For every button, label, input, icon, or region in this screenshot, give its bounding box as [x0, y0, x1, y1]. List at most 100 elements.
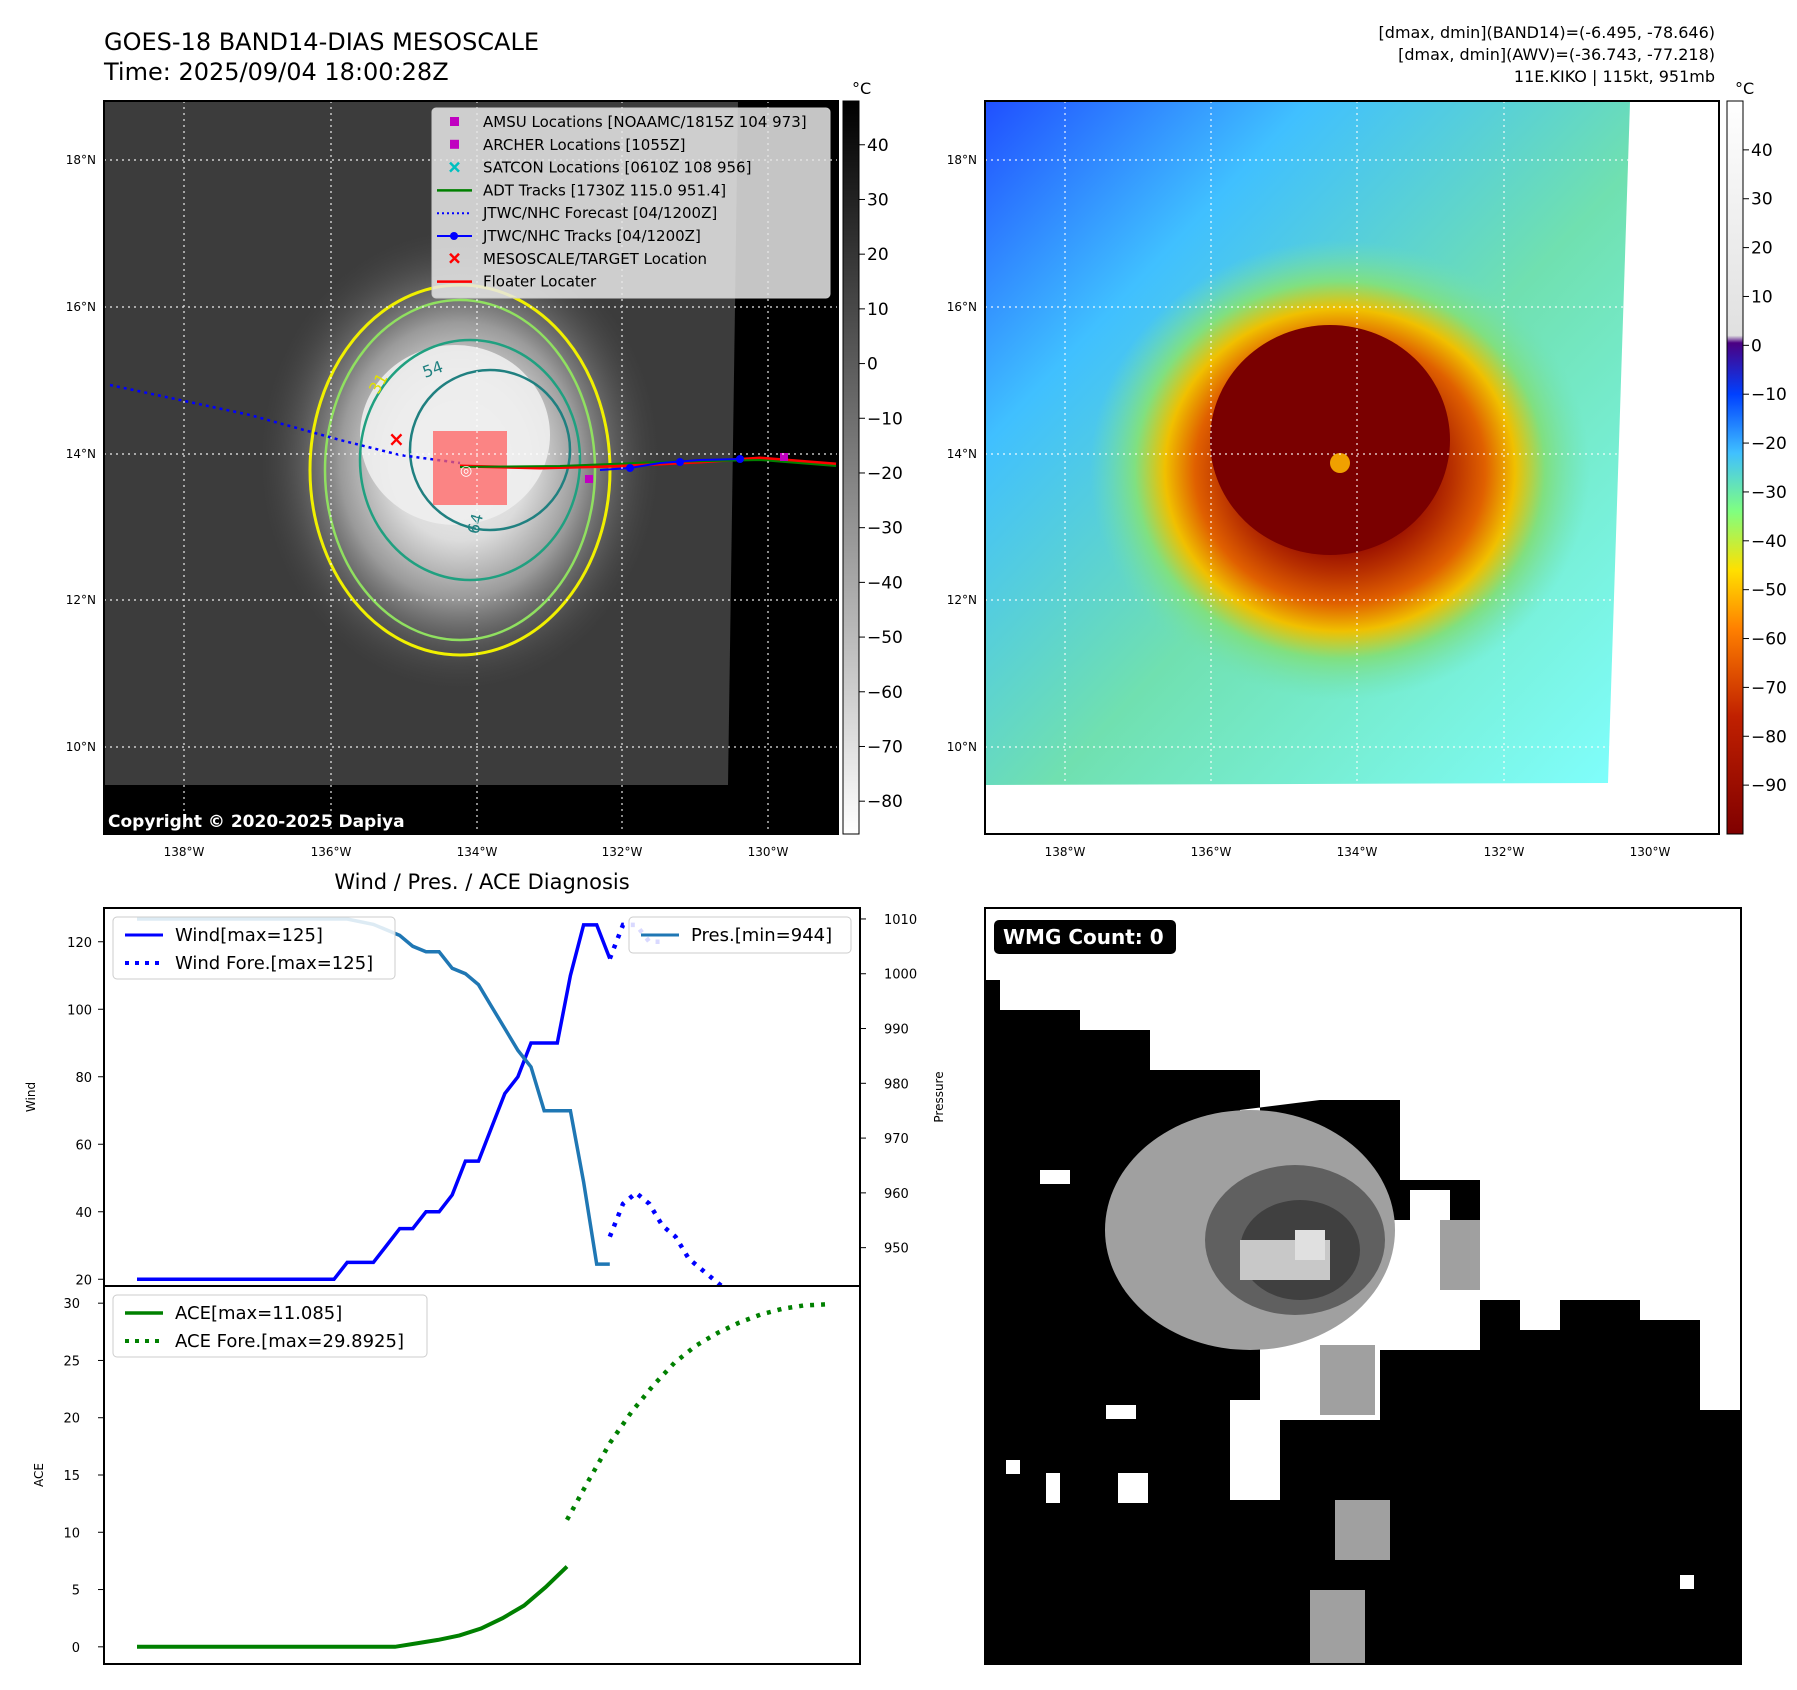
map-legend-item: MESOSCALE/TARGET Location [449, 250, 707, 268]
lon-tick-label: 134°W [457, 845, 498, 859]
lat-tick-label: 16°N [66, 300, 96, 314]
lat-tick-label: 18°N [66, 153, 96, 167]
color-colorbar: °C 40 30 20 10 0 −10 −20 −30 −40 −50 −60 −70 −80 −90 [1726, 79, 1787, 835]
color-colorbar-tick: −20 [1751, 434, 1787, 454]
color-colorbar-tick: −80 [1751, 727, 1787, 747]
lon-tick-label: 130°W [748, 845, 789, 859]
pres-ylabel: Pressure [932, 1071, 946, 1122]
gray-colorbar-tick: −70 [867, 737, 903, 757]
lat-tick-label: 10°N [947, 740, 977, 754]
color-colorbar-tick: −90 [1751, 776, 1787, 796]
legend-ace: ACE[max=11.085] [175, 1303, 342, 1324]
map-legend-label: Floater Locater [483, 273, 597, 291]
ace-tick-label: 0 [72, 1641, 80, 1656]
map-legend-label: MESOSCALE/TARGET Location [483, 250, 707, 268]
ace-series-line [565, 1302, 826, 1521]
wind-ylabel: Wind [24, 1082, 38, 1112]
map-legend-item: Floater Locater [437, 273, 597, 291]
gray-colorbar: °C 40 30 20 10 0 −10 −20 −30 −40 −50 −60 −70 −80 [842, 79, 903, 835]
gray-colorbar-tick: −50 [867, 628, 903, 648]
map-legend-label: JTWC/NHC Tracks [04/1200Z] [482, 227, 701, 245]
pres-tick-label: 990 [884, 1023, 909, 1038]
ace-tick-label: 10 [63, 1526, 80, 1541]
color-colorbar-tick: −60 [1751, 630, 1787, 650]
map-legend-item: ARCHER Locations [1055Z] [450, 136, 686, 154]
legend-wind-fore: Wind Fore.[max=125] [175, 953, 373, 974]
left-map-lon-ticks: 138°W 136°W 134°W 132°W 130°W [164, 845, 789, 859]
lon-tick-label: 132°W [602, 845, 643, 859]
ace-series-line [137, 1565, 569, 1649]
wind-tick-label: 60 [75, 1138, 92, 1153]
gray-colorbar-tick: 0 [867, 355, 878, 375]
lon-tick-label: 134°W [1337, 845, 1378, 859]
wind-pressure-panel: 120 100 80 60 40 20 1010 1000 990 980 970 960 950 W… [24, 907, 946, 1457]
lat-tick-label: 10°N [66, 740, 96, 754]
color-colorbar-tick: 30 [1751, 190, 1773, 210]
color-colorbar-tick: 40 [1751, 141, 1773, 161]
lat-tick-label: 16°N [947, 300, 977, 314]
color-colorbar-tick: −50 [1751, 581, 1787, 601]
lat-tick-label: 14°N [947, 447, 977, 461]
legend-pres: Pres.[min=944] [691, 925, 832, 946]
lon-tick-label: 130°W [1630, 845, 1671, 859]
figure-title-line2: Time: 2025/09/04 18:00:28Z [103, 58, 449, 86]
legend-ace-fore: ACE Fore.[max=29.8925] [175, 1331, 404, 1352]
map-legend-item: ADT Tracks [1730Z 115.0 951.4] [437, 181, 726, 199]
ace-panel: 30 25 20 15 10 5 0 ACE ACE[max=11.085] ACE For… [32, 1285, 861, 1665]
lat-tick-label: 14°N [66, 447, 96, 461]
gray-colorbar-tick: −40 [867, 573, 903, 593]
color-colorbar-tick: −40 [1751, 532, 1787, 552]
ace-tick-label: 5 [72, 1584, 80, 1599]
map-legend-item: JTWC/NHC Tracks [04/1200Z] [437, 227, 701, 245]
contour-label-64: 64 [464, 511, 488, 536]
dmax-awv: [dmax, dmin](AWV)=(-36.743, -77.218) [1398, 45, 1715, 64]
series-line [607, 922, 663, 960]
ace-tick-label: 25 [63, 1354, 80, 1369]
copyright-text: Copyright © 2020-2025 Dapiya [108, 812, 405, 832]
gray-colorbar-tick: 30 [867, 190, 889, 210]
lat-tick-label: 12°N [66, 593, 96, 607]
color-colorbar-tick: 0 [1751, 336, 1762, 356]
lat-tick-label: 12°N [947, 593, 977, 607]
lon-tick-label: 136°W [311, 845, 352, 859]
right-map-lon-ticks: 138°W 136°W 134°W 132°W 130°W [1045, 845, 1671, 859]
wmg-panel: WMG Count: 0 [984, 907, 1742, 1665]
svg-text:×: × [388, 427, 405, 451]
gray-colorbar-tick: −80 [867, 792, 903, 812]
gray-colorbar-tick: −10 [867, 409, 903, 429]
dmax-band14: [dmax, dmin](BAND14)=(-6.495, -78.646) [1379, 23, 1715, 42]
pres-tick-label: 1010 [884, 913, 917, 928]
color-colorbar-tick: −70 [1751, 678, 1787, 698]
map-legend-item: AMSU Locations [NOAAMC/1815Z 104 973] [450, 113, 807, 131]
right-map-lat-ticks: 18°N 16°N 14°N 12°N 10°N [947, 153, 977, 754]
lon-tick-label: 138°W [164, 845, 205, 859]
lon-tick-label: 138°W [1045, 845, 1086, 859]
ace-tick-label: 30 [63, 1297, 80, 1312]
color-colorbar-tick: 10 [1751, 287, 1773, 307]
pres-tick-label: 960 [884, 1187, 909, 1202]
color-colorbar-tick: −30 [1751, 483, 1787, 503]
storm-info: 11E.KIKO | 115kt, 951mb [1514, 67, 1715, 86]
color-colorbar-unit: °C [1735, 79, 1754, 98]
left-map-lat-ticks: 18°N 16°N 14°N 12°N 10°N [66, 153, 96, 754]
svg-text:◎: ◎ [460, 463, 472, 479]
wind-tick-label: 20 [75, 1273, 92, 1288]
ace-tick-label: 15 [63, 1469, 80, 1484]
map-legend: AMSU Locations [NOAAMC/1815Z 104 973] ARC… [431, 107, 831, 299]
gray-colorbar-tick: 10 [867, 300, 889, 320]
map-legend-label: SATCON Locations [0610Z 108 956] [483, 159, 751, 177]
lon-tick-label: 132°W [1484, 845, 1525, 859]
gray-colorbar-tick: −30 [867, 519, 903, 539]
pres-tick-label: 980 [884, 1077, 909, 1092]
wmg-count-label: WMG Count: 0 [1003, 925, 1164, 949]
ir-color-map [984, 100, 1720, 835]
map-legend-item: SATCON Locations [0610Z 108 956] [449, 159, 751, 177]
pres-tick-label: 1000 [884, 968, 917, 983]
pres-tick-label: 970 [884, 1132, 909, 1147]
lat-tick-label: 18°N [947, 153, 977, 167]
pres-tick-label: 950 [884, 1242, 909, 1257]
diagnosis-title: Wind / Pres. / ACE Diagnosis [334, 870, 629, 894]
ace-ylabel: ACE [32, 1463, 46, 1487]
legend-wind: Wind[max=125] [175, 925, 323, 946]
figure-title-line1: GOES-18 BAND14-DIAS MESOSCALE [104, 28, 539, 56]
